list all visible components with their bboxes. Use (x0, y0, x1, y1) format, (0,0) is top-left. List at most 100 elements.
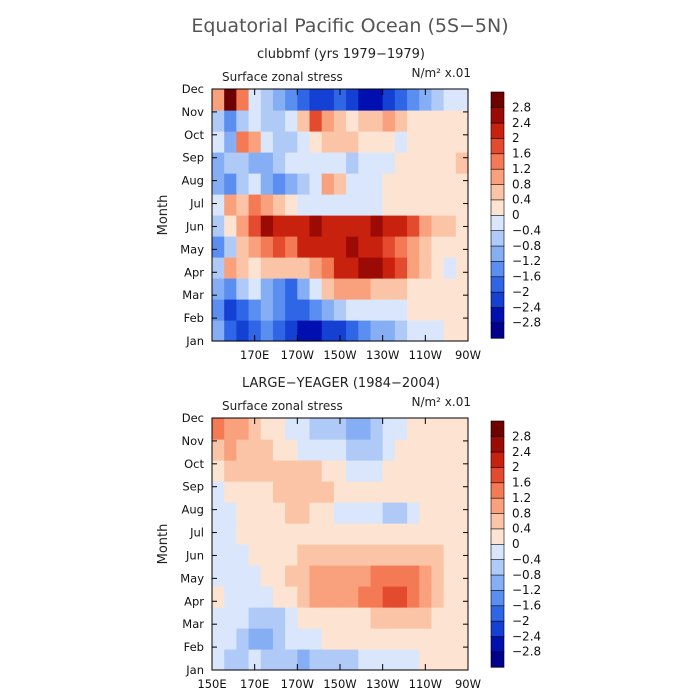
heatmap-cell (407, 152, 420, 174)
heatmap-cell (297, 649, 311, 671)
heatmap-cell (321, 418, 335, 440)
heatmap-cell (272, 173, 286, 195)
heatmap-cell (248, 439, 262, 461)
heatmap-cell (394, 607, 408, 629)
heatmap-cell (260, 110, 274, 132)
heatmap-cell (419, 173, 433, 195)
heatmap-cell (248, 110, 262, 132)
heatmap-cell (224, 628, 237, 650)
heatmap-cell (382, 236, 396, 258)
heatmap-cell (248, 607, 262, 629)
heatmap-cell (394, 649, 408, 671)
heatmap-cell (248, 89, 262, 111)
heatmap-cell (443, 523, 457, 545)
heatmap-cell (358, 565, 372, 587)
heatmap-cell (346, 607, 359, 629)
heatmap-cell (309, 173, 323, 195)
heatmap-cell (321, 131, 335, 153)
heatmap-cell (455, 502, 469, 524)
heatmap-cell (346, 544, 359, 566)
x-tick-label: 90W (455, 677, 481, 691)
heatmap-cell (224, 173, 237, 195)
heatmap-cell (370, 299, 384, 321)
heatmap-cell (297, 131, 311, 153)
heatmap-cell (260, 236, 274, 258)
heatmap-cell (407, 320, 420, 342)
heatmap-cell (272, 607, 286, 629)
heatmap-cell (358, 418, 372, 440)
colorbar-label: 1.2 (512, 162, 531, 176)
heatmap-cell (297, 544, 311, 566)
heatmap-cell (370, 460, 384, 482)
heatmap-cell (224, 418, 237, 440)
y-tick-label: Mar (182, 288, 204, 302)
heatmap-cell (370, 152, 384, 174)
heatmap-cell (285, 152, 298, 174)
heatmap-cell (333, 586, 347, 608)
heatmap-cell (236, 173, 250, 195)
heatmap-cell (236, 131, 250, 153)
panel-1-x-ticks: 170E 170W 150W 130W 110W 90W (240, 89, 481, 362)
heatmap-cell (272, 299, 286, 321)
heatmap-cell (321, 89, 335, 111)
heatmap-cell (394, 194, 408, 216)
heatmap-cell (370, 439, 384, 461)
heatmap-cell (455, 565, 469, 587)
heatmap-cell (407, 481, 420, 503)
heatmap-cell (309, 649, 323, 671)
heatmap-cell (443, 194, 457, 216)
heatmap-cell (272, 418, 286, 440)
y-tick-label: Jun (185, 548, 204, 562)
heatmap-cell (333, 278, 347, 300)
colorbar-swatch (490, 322, 505, 339)
heatmap-cell (236, 607, 250, 629)
heatmap-cell (212, 481, 225, 503)
heatmap-cell (358, 586, 372, 608)
heatmap-cell (431, 278, 445, 300)
heatmap-cell (394, 131, 408, 153)
heatmap-cell (285, 215, 298, 237)
heatmap-cell (285, 110, 298, 132)
heatmap-cell (443, 502, 457, 524)
heatmap-cell (224, 649, 237, 671)
panel-2-y-label: Month (156, 524, 171, 565)
heatmap-cell (248, 215, 262, 237)
colorbar-swatch (490, 420, 505, 437)
heatmap-cell (297, 502, 311, 524)
colorbar-label: −2.4 (512, 629, 541, 643)
heatmap-cell (382, 215, 396, 237)
heatmap-cell (248, 257, 262, 279)
heatmap-cell (333, 628, 347, 650)
heatmap-cell (236, 152, 250, 174)
heatmap-cell (272, 236, 286, 258)
heatmap-cell (358, 607, 372, 629)
colorbar-2: −2.8 −2.4−2−1.6 −1.2−0.8 −0.400.4 0.81.21.6 2… (490, 420, 541, 668)
heatmap-cell (370, 173, 384, 195)
heatmap-cell (272, 257, 286, 279)
heatmap-cell (358, 110, 372, 132)
heatmap-cell (285, 481, 298, 503)
heatmap-cell (419, 236, 433, 258)
heatmap-cell (407, 236, 420, 258)
colorbar-swatch (490, 466, 505, 484)
heatmap-cell (358, 152, 372, 174)
x-tick-label: 170W (281, 677, 314, 691)
heatmap-cell (297, 460, 311, 482)
heatmap-cell (260, 320, 274, 342)
heatmap-cell (455, 460, 469, 482)
heatmap-cell (236, 320, 250, 342)
heatmap-cell (419, 194, 433, 216)
x-tick-label: 150E (197, 677, 226, 691)
heatmap-cell (455, 278, 469, 300)
heatmap-cell (248, 278, 262, 300)
heatmap-cell (309, 544, 323, 566)
x-tick-label: 150W (323, 677, 356, 691)
heatmap-cell (443, 278, 457, 300)
heatmap-cell (358, 481, 372, 503)
panel-1-y-ticks: Jan Feb Mar Apr May Jun Jul Aug Sep Oct Nov Dec (180, 82, 468, 348)
heatmap-cell (236, 110, 250, 132)
panel-1-field-label: Surface zonal stress (222, 70, 343, 84)
y-tick-label: Nov (182, 434, 205, 448)
colorbar-swatch (490, 276, 505, 293)
heatmap-cell (224, 110, 237, 132)
